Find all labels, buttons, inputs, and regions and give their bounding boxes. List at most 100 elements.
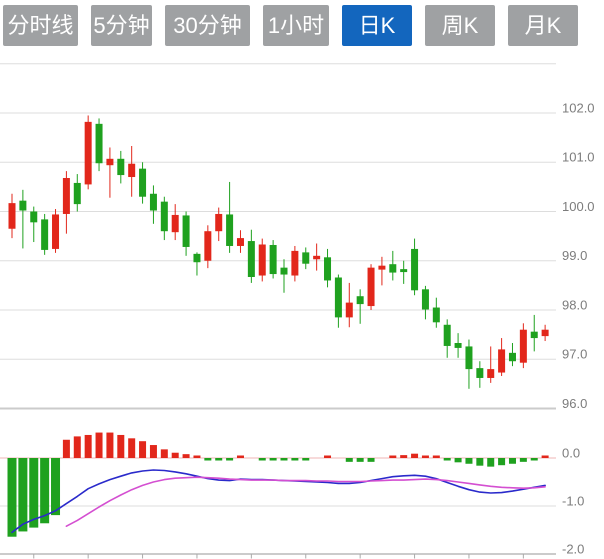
candle-up bbox=[62, 171, 70, 234]
macd-histogram-bar bbox=[18, 458, 28, 532]
macd-histogram-bar bbox=[421, 455, 429, 458]
candle-down bbox=[95, 118, 103, 172]
macd-histogram-bar bbox=[226, 458, 234, 461]
macd-histogram-bar bbox=[40, 458, 50, 524]
candle-down bbox=[30, 206, 38, 243]
tab-monthly[interactable]: 月K bbox=[508, 5, 578, 46]
candle-down bbox=[324, 248, 332, 288]
macd-histogram-bar bbox=[62, 439, 70, 458]
dif-line bbox=[11, 469, 546, 534]
macd-histogram-bar bbox=[432, 455, 440, 458]
candle-up bbox=[128, 145, 136, 197]
macd-pane-grid bbox=[0, 457, 556, 555]
candle-down bbox=[411, 238, 419, 296]
candle-up bbox=[345, 282, 353, 328]
candle-down bbox=[302, 247, 310, 270]
candle-up bbox=[519, 323, 527, 369]
macd-histogram-bar bbox=[193, 455, 201, 458]
candles bbox=[8, 115, 549, 389]
candle-up bbox=[378, 256, 386, 286]
macd-histogram-bar bbox=[236, 455, 244, 458]
macd-histogram-bar bbox=[400, 455, 408, 458]
macd-histogram-bar bbox=[171, 452, 179, 458]
candle-down bbox=[160, 196, 168, 241]
macd-histogram-bar bbox=[95, 432, 103, 458]
candle-down bbox=[421, 285, 429, 320]
macd-histogram-bar bbox=[345, 458, 353, 462]
candle-down bbox=[530, 314, 538, 352]
macd-histogram-bar bbox=[498, 458, 506, 466]
y-axis-label: 101.0 bbox=[562, 150, 595, 165]
y-axis-label: 96.0 bbox=[562, 396, 587, 411]
candle-up bbox=[84, 115, 92, 190]
macd-histogram-bar bbox=[280, 458, 288, 461]
macd-histogram-bar bbox=[117, 434, 125, 458]
macd-histogram-bar bbox=[106, 432, 114, 458]
tab-1hour[interactable]: 1小时 bbox=[263, 5, 329, 46]
candle-up bbox=[52, 209, 60, 253]
candle-up bbox=[258, 238, 266, 282]
tab-weekly[interactable]: 周K bbox=[425, 5, 495, 46]
macd-histogram-bar bbox=[7, 458, 17, 537]
candle-down bbox=[73, 174, 81, 212]
macd-histogram-bar bbox=[324, 455, 332, 458]
tab-daily[interactable]: 日K bbox=[342, 5, 412, 46]
y-axis-label: 100.0 bbox=[562, 199, 595, 214]
candle-down bbox=[19, 189, 27, 249]
candle-down bbox=[226, 181, 234, 253]
y-axis-label: 102.0 bbox=[562, 100, 595, 115]
period-tabbar: 分时线 5分钟 30分钟 1小时 日K 周K 月K bbox=[3, 5, 578, 46]
macd-histogram-bar bbox=[29, 458, 39, 528]
candle-down bbox=[400, 260, 408, 284]
macd-histogram-bar bbox=[465, 458, 473, 464]
candle-down bbox=[432, 297, 440, 328]
y-axis-label: 97.0 bbox=[562, 347, 587, 362]
y-axis-label: -2.0 bbox=[562, 541, 584, 556]
macd-histogram-bar bbox=[215, 458, 223, 461]
macd-histogram-bar bbox=[389, 455, 397, 458]
y-axis-label: -1.0 bbox=[562, 493, 584, 508]
candle-up bbox=[106, 147, 114, 198]
macd-histogram-bar bbox=[508, 458, 516, 464]
macd-histogram-bar bbox=[519, 458, 527, 462]
macd-histogram-bar bbox=[487, 458, 495, 467]
macd-histogram-bar bbox=[269, 458, 277, 461]
candle-up bbox=[291, 245, 299, 282]
tab-5min[interactable]: 5分钟 bbox=[91, 5, 152, 46]
candle-down bbox=[182, 211, 190, 256]
macd-histogram-bar bbox=[139, 441, 147, 458]
candle-down bbox=[193, 252, 201, 276]
candle-down bbox=[117, 150, 125, 184]
macd-histogram bbox=[7, 432, 549, 537]
candle-down bbox=[443, 319, 451, 358]
macd-histogram-bar bbox=[204, 458, 212, 461]
macd-y-axis-labels: 0.0 -1.0 -2.0 bbox=[562, 445, 584, 556]
candle-up bbox=[204, 225, 212, 269]
macd-histogram-bar bbox=[411, 453, 419, 458]
macd-histogram-bar bbox=[302, 458, 310, 461]
candle-up bbox=[215, 207, 223, 242]
macd-histogram-bar bbox=[530, 458, 538, 461]
main-pane-grid bbox=[0, 63, 556, 410]
candle-down bbox=[280, 259, 288, 293]
candle-down bbox=[389, 250, 397, 281]
candle-up bbox=[236, 230, 244, 253]
macd-histogram-bar bbox=[149, 445, 157, 458]
tab-timeline[interactable]: 分时线 bbox=[3, 5, 78, 46]
macd-histogram-bar bbox=[443, 458, 451, 461]
macd-histogram-bar bbox=[541, 455, 549, 458]
y-axis-label: 0.0 bbox=[562, 445, 580, 460]
macd-histogram-bar bbox=[291, 458, 299, 461]
candle-up bbox=[171, 204, 179, 241]
y-axis-label: 98.0 bbox=[562, 297, 587, 312]
tab-30min[interactable]: 30分钟 bbox=[165, 5, 250, 46]
candle-down bbox=[356, 289, 364, 324]
candle-up bbox=[498, 338, 506, 376]
macd-histogram-bar bbox=[51, 458, 61, 516]
dea-line bbox=[65, 476, 546, 527]
y-axis-label: 99.0 bbox=[562, 248, 587, 263]
candle-down bbox=[247, 229, 255, 283]
macd-histogram-bar bbox=[476, 458, 484, 466]
macd-histogram-bar bbox=[160, 449, 168, 458]
